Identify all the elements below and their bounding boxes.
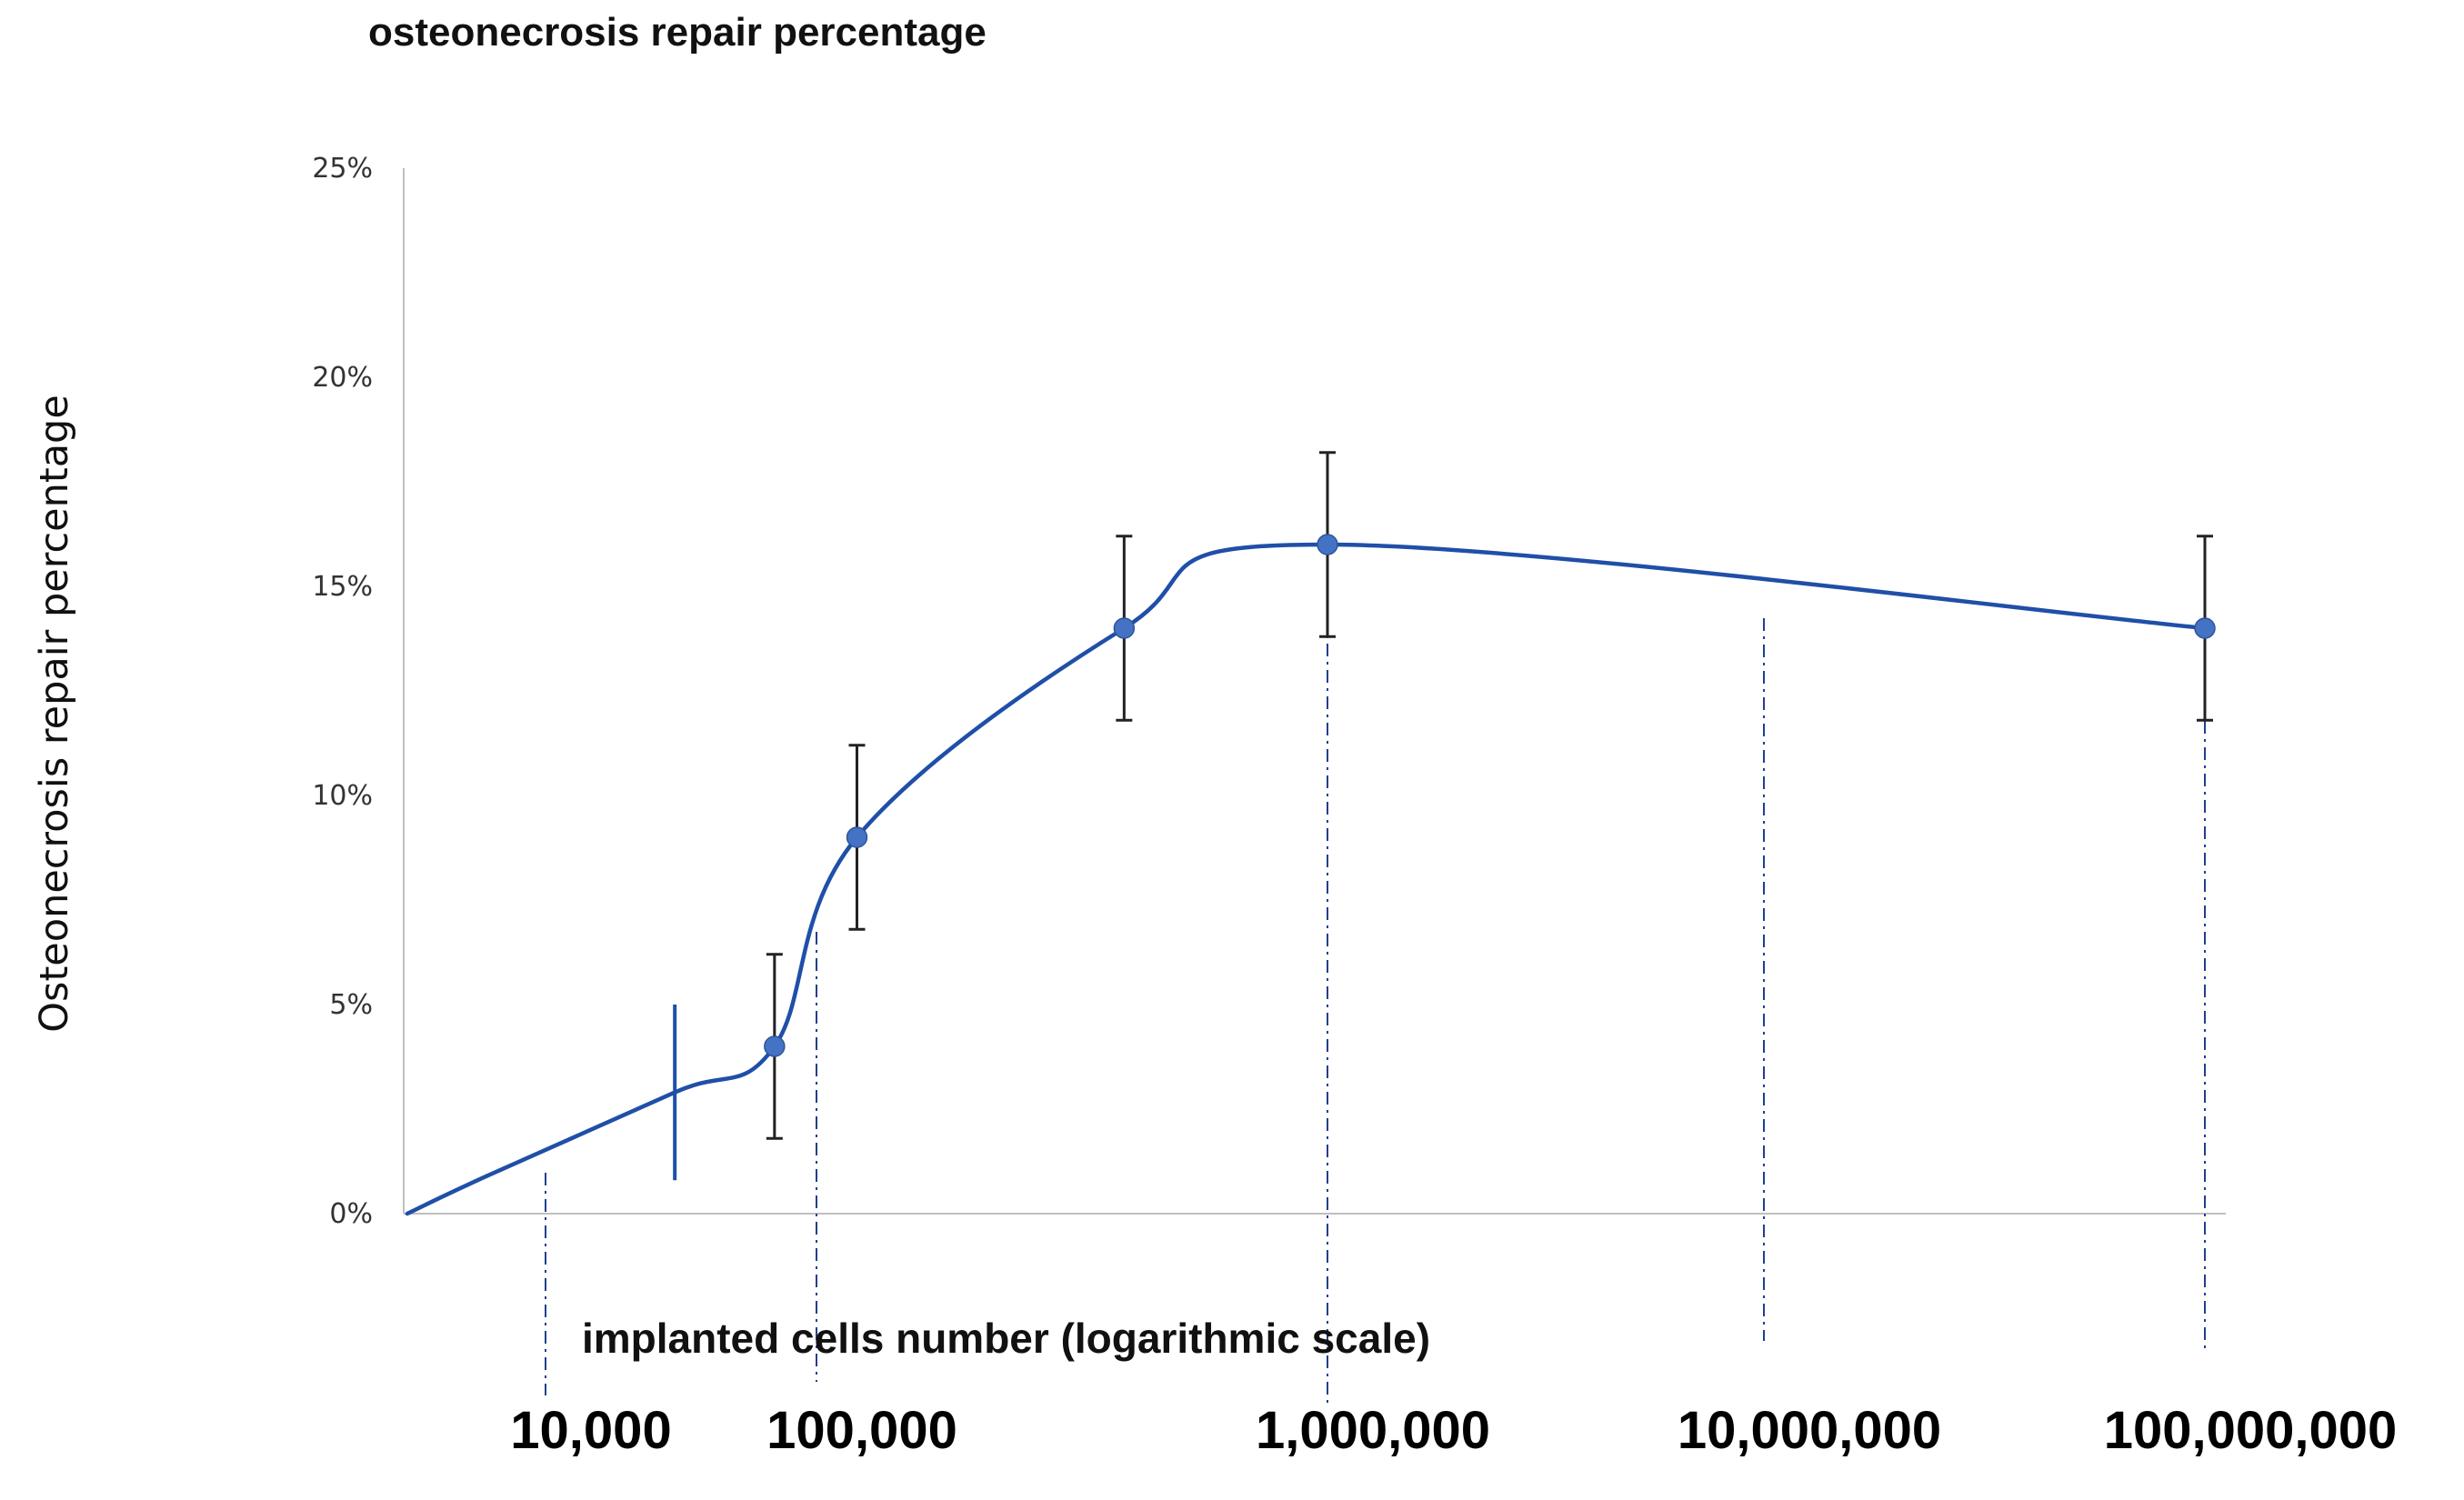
data-point	[1113, 617, 1136, 639]
y-tick-label: 5%	[329, 989, 373, 1021]
x-tick-labels: 10,000 100,000 1,000,000 10,000,000 100,000,…	[510, 1401, 2397, 1460]
y-axis-label: Osteonecrosis repair percentage	[32, 395, 77, 1033]
x-axis-label: implanted cells number (logarithmic scal…	[582, 1315, 1430, 1362]
y-tick-label: 20%	[312, 362, 373, 394]
data-point	[1317, 534, 1338, 555]
x-tick-label: 10,000	[510, 1401, 671, 1460]
error-bars	[673, 451, 2213, 1181]
y-tick-label: 10%	[312, 780, 373, 812]
data-point	[846, 826, 868, 848]
y-tick-label: 25%	[312, 153, 373, 185]
y-tick-label: 15%	[312, 571, 373, 603]
x-tick-label: 10,000,000	[1678, 1401, 1941, 1460]
x-guide-lines	[545, 591, 2206, 1405]
y-tick-label: 0%	[329, 1198, 373, 1230]
data-points	[764, 534, 2216, 1057]
chart-title: osteonecrosis repair percentage	[368, 10, 987, 55]
x-tick-label: 1,000,000	[1256, 1401, 1490, 1460]
data-point	[764, 1035, 786, 1057]
series-line	[405, 542, 2208, 1216]
data-point	[2194, 617, 2216, 639]
x-tick-label: 100,000,000	[2104, 1401, 2398, 1460]
y-tick-labels: 0% 5% 10% 15% 20% 25%	[312, 153, 373, 1230]
x-tick-label: 100,000	[766, 1401, 957, 1460]
